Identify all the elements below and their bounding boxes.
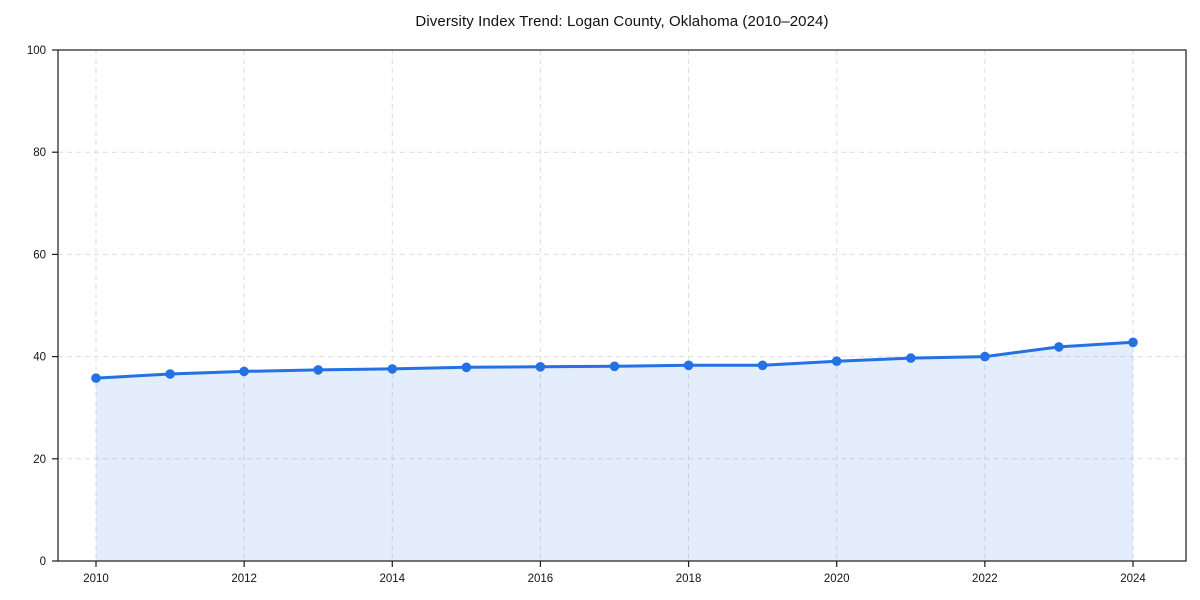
- data-point-2019: [757, 360, 768, 371]
- data-point-2022: [980, 351, 990, 362]
- tick-marks: [52, 49, 1134, 567]
- x-tick-label-2014: 2014: [379, 573, 405, 585]
- area-under-line: [96, 342, 1133, 561]
- data-points: [91, 337, 1138, 383]
- y-tick-label-80: 80: [33, 147, 46, 159]
- x-tick-label-2016: 2016: [528, 573, 554, 585]
- y-tick-label-100: 100: [27, 45, 46, 57]
- x-tick-label-2012: 2012: [231, 573, 257, 585]
- data-point-2024: [1128, 337, 1138, 348]
- data-point-2021: [906, 353, 916, 363]
- axes-frame: [57, 49, 1187, 562]
- y-tick-labels: 0 20 40 60 80 100: [27, 45, 46, 568]
- plot-frame: [57, 49, 1187, 562]
- x-tick-label-2024: 2024: [1120, 573, 1146, 585]
- data-point-2013: [313, 365, 324, 375]
- y-tick-label-0: 0: [40, 556, 46, 568]
- data-point-2017: [609, 361, 620, 372]
- x-tick-label-2022: 2022: [972, 573, 998, 585]
- data-point-2018: [683, 360, 694, 371]
- x-tick-label-2020: 2020: [824, 573, 850, 585]
- data-point-2016: [535, 362, 546, 372]
- data-point-2014: [387, 364, 398, 374]
- data-point-2015: [461, 362, 472, 373]
- y-tick-label-40: 40: [33, 352, 46, 364]
- data-point-2020: [831, 356, 842, 367]
- y-tick-label-60: 60: [33, 249, 46, 261]
- gridlines: [58, 50, 1186, 561]
- y-tick-label-20: 20: [33, 454, 46, 466]
- area-fill: [96, 342, 1133, 561]
- chart-title: Diversity Index Trend: Logan County, Okl…: [415, 13, 828, 30]
- x-tick-labels: 2010 2012 2014 2016 2018 2020 2022 2024: [83, 573, 1146, 585]
- x-tick-label-2010: 2010: [83, 573, 109, 585]
- data-point-2010: [91, 373, 101, 383]
- data-point-2023: [1054, 342, 1064, 352]
- data-point-2011: [165, 369, 175, 379]
- data-point-2012: [239, 366, 249, 377]
- x-tick-label-2018: 2018: [676, 573, 702, 585]
